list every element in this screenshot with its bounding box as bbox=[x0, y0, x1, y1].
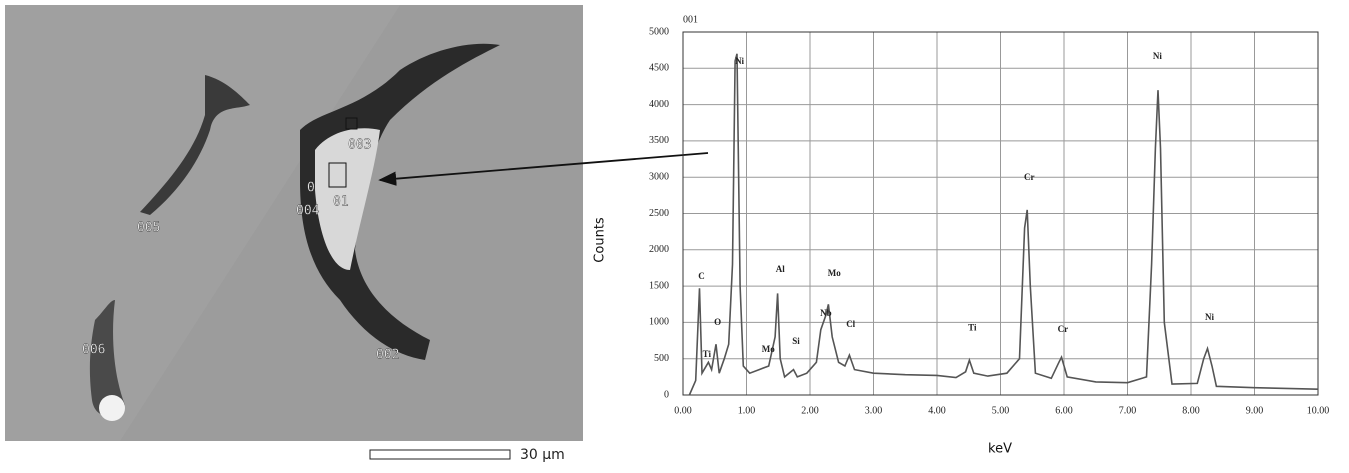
x-tick-label: 0.00 bbox=[674, 405, 692, 416]
peak-label: Cl bbox=[846, 319, 855, 329]
x-tick-label: 4.00 bbox=[928, 405, 946, 416]
plot-frame bbox=[682, 31, 1319, 396]
x-tick-label: 3.00 bbox=[865, 405, 883, 416]
y-tick-label: 4000 bbox=[649, 99, 669, 110]
chart: 001 Counts keV 0 500 1000 1500 2000 2500 3000 3… bbox=[593, 14, 1330, 456]
x-tick-label: 6.00 bbox=[1055, 405, 1073, 416]
peak-label: Ni bbox=[1153, 51, 1162, 61]
y-tick-label: 1500 bbox=[649, 280, 669, 291]
x-tick-label: 5.00 bbox=[992, 405, 1010, 416]
sem-label: 002 bbox=[376, 348, 399, 363]
sem-label: 006 bbox=[82, 343, 105, 358]
sem-label: 004 bbox=[296, 204, 320, 219]
x-tick-label: 9.00 bbox=[1246, 405, 1264, 416]
x-tick-label: 7.00 bbox=[1119, 405, 1137, 416]
peak-label: Si bbox=[792, 336, 800, 346]
peak-label: Ti bbox=[968, 322, 977, 332]
x-tick-label: 1.00 bbox=[738, 405, 756, 416]
peak-label: Ti bbox=[703, 349, 712, 359]
y-axis-label: Counts bbox=[593, 217, 608, 263]
scale-bar bbox=[369, 449, 511, 460]
sem-image: 003 01 0 004 005 006 002 30 μm bbox=[5, 5, 583, 463]
sem-label: 0 bbox=[307, 181, 315, 196]
x-axis-label: keV bbox=[988, 442, 1012, 457]
x-tick-label: 10.00 bbox=[1307, 405, 1330, 416]
scale-bar-label: 30 μm bbox=[520, 447, 565, 463]
y-tick-label: 3500 bbox=[649, 135, 669, 146]
y-tick-label: 500 bbox=[654, 353, 669, 364]
y-tick-label: 3000 bbox=[649, 171, 669, 182]
x-tick-label: 8.00 bbox=[1182, 405, 1200, 416]
y-tick-label: 2500 bbox=[649, 208, 669, 219]
x-tick-label: 2.00 bbox=[801, 405, 819, 416]
y-tick-label: 4500 bbox=[649, 63, 669, 74]
peak-label: C bbox=[698, 271, 705, 281]
peak-label: Ni bbox=[735, 56, 744, 66]
y-tick-label: 2000 bbox=[649, 244, 669, 255]
peak-label: Ni bbox=[1205, 312, 1214, 322]
peak-label: O bbox=[714, 317, 721, 327]
y-tick-label: 5000 bbox=[649, 26, 669, 37]
peak-label: Mo bbox=[762, 344, 775, 354]
peak-label: Al bbox=[776, 264, 785, 274]
peak-label: Nb bbox=[820, 308, 832, 318]
peak-label: Cr bbox=[1024, 172, 1035, 182]
sem-label: 005 bbox=[137, 221, 160, 236]
y-tick-label: 0 bbox=[664, 389, 669, 400]
peak-label: Mo bbox=[828, 268, 841, 278]
sem-label: 003 bbox=[348, 138, 371, 153]
spectrum-line bbox=[688, 53, 1319, 396]
y-tick-label: 1000 bbox=[649, 317, 669, 328]
sem-label: 01 bbox=[333, 195, 349, 210]
peak-label: Cr bbox=[1058, 324, 1069, 334]
pointer-arrow bbox=[378, 152, 709, 186]
chart-title: 001 bbox=[683, 14, 698, 25]
